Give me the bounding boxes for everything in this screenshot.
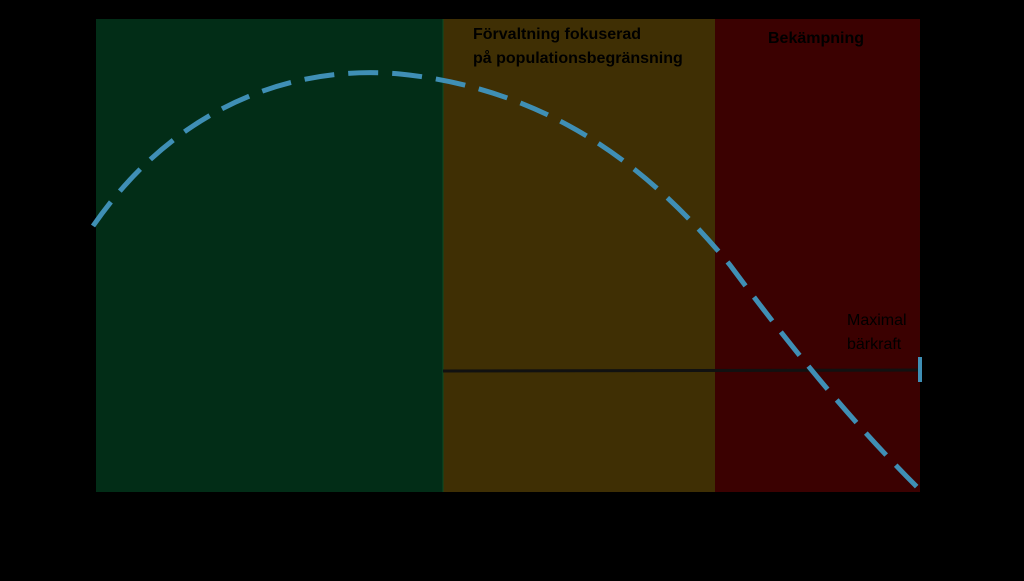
zone-red-label: Bekämpning <box>768 30 864 47</box>
capacity-label-line1: Maximal <box>847 312 907 329</box>
zone-green-region <box>96 19 443 492</box>
capacity-label-line2: bärkraft <box>847 336 902 353</box>
zone-yellow-label-line2: på populationsbegränsning <box>473 49 683 67</box>
zone-control-region <box>715 19 920 492</box>
zone-population-management-region <box>443 19 715 492</box>
zone-yellow-label-line1: Förvaltning fokuserad <box>473 26 641 43</box>
carrying-capacity-line <box>442 368 921 373</box>
population-curve <box>90 70 922 492</box>
